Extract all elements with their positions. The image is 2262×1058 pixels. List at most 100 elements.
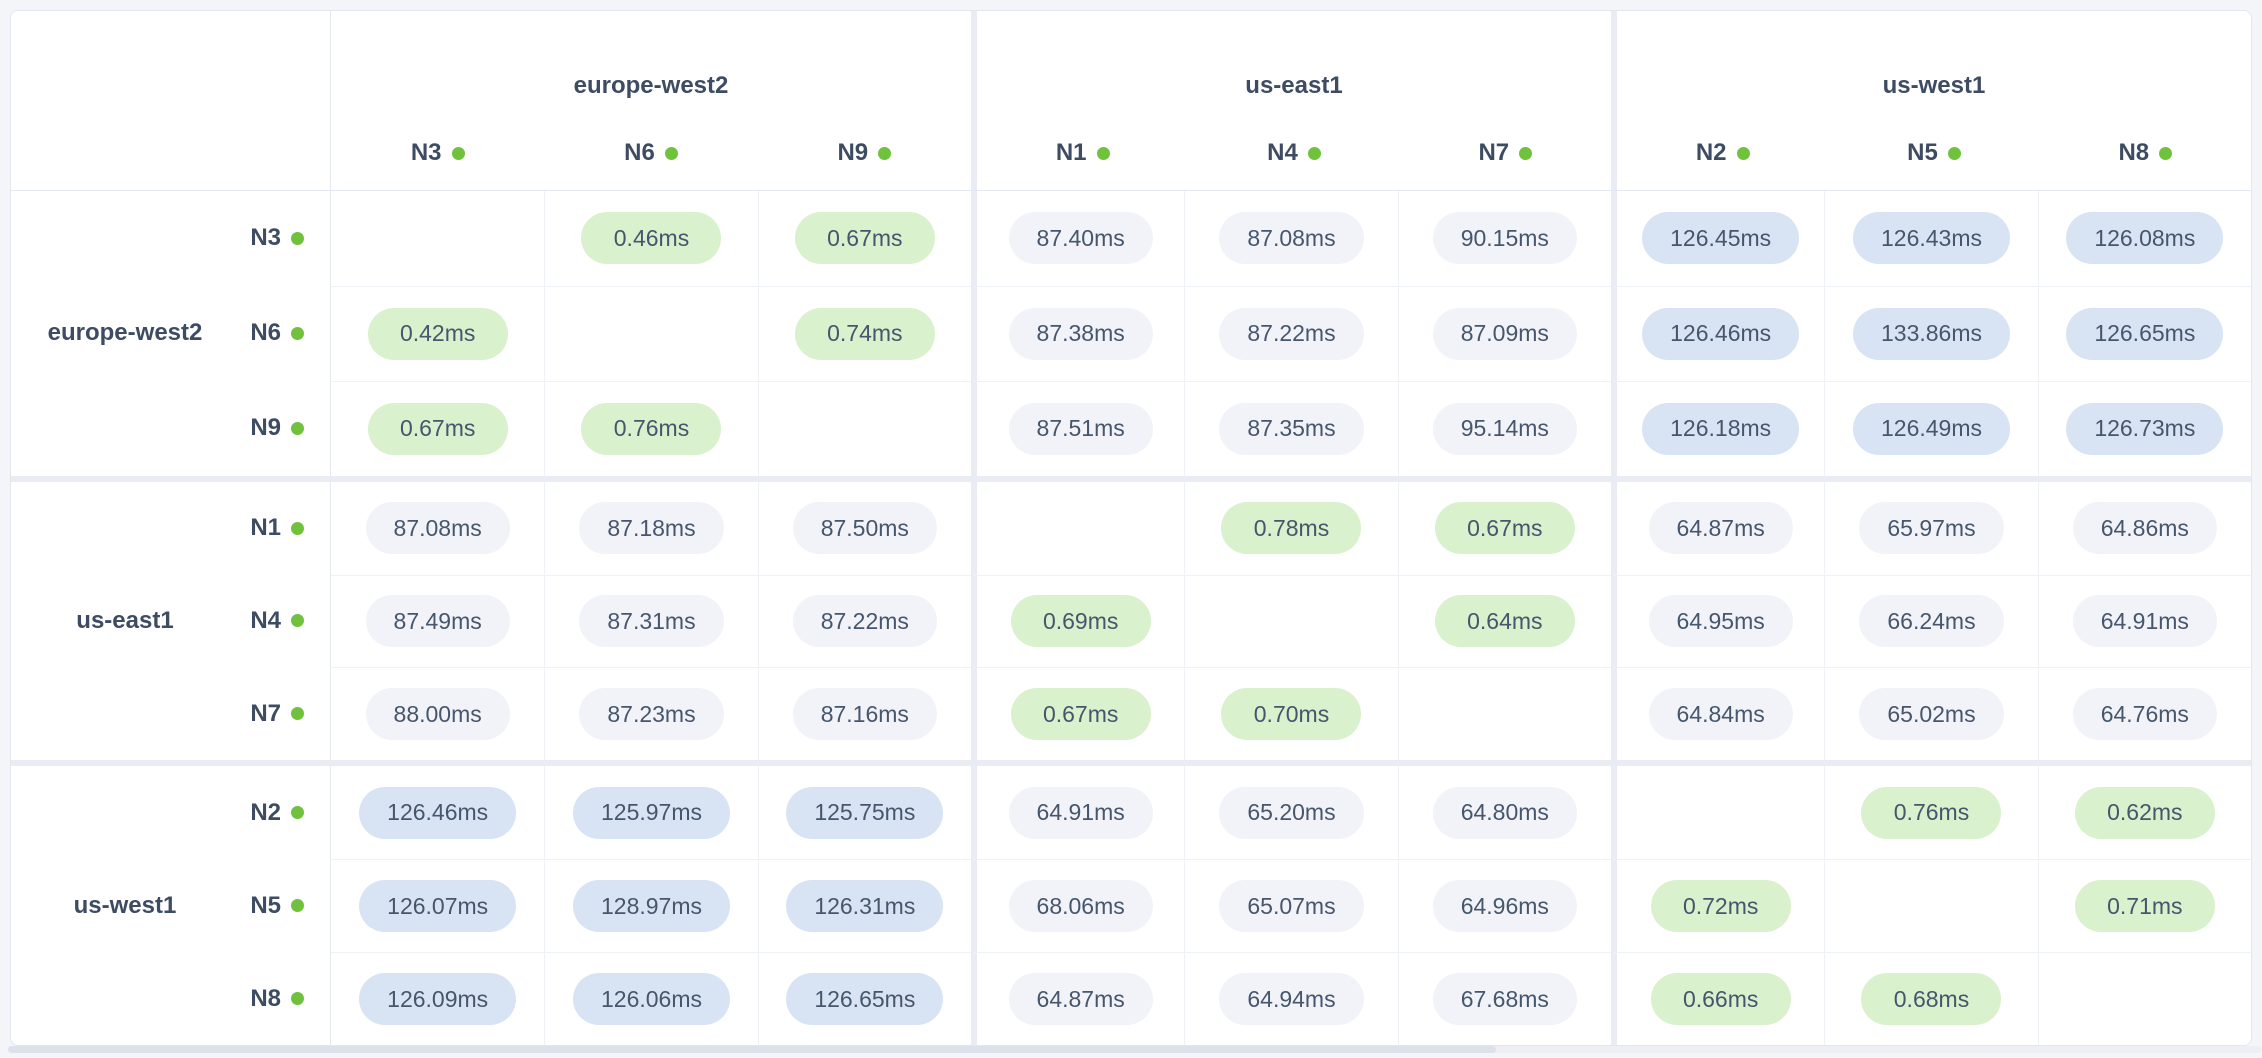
latency-pill: 126.18ms <box>1642 402 1800 455</box>
latency-cell: 0.78ms <box>1184 481 1397 575</box>
latency-cell: 126.07ms <box>331 859 545 952</box>
node-status-dot-icon <box>878 146 892 160</box>
node-status-dot-icon <box>1736 146 1750 160</box>
latency-pill: 90.15ms <box>1432 212 1577 265</box>
latency-pill: 87.38ms <box>1008 307 1153 360</box>
latency-cell: 0.72ms <box>1610 859 1825 953</box>
row-node-header: N3 <box>250 224 304 252</box>
latency-cell: 95.14ms <box>1397 380 1611 476</box>
row-node-header: N9 <box>250 414 304 442</box>
row-node-label: N1 <box>250 514 281 542</box>
latency-pill: 67.68ms <box>1432 973 1577 1026</box>
latency-cell: 87.23ms <box>544 667 758 761</box>
region-row-group: N2 126.46ms 125.97ms 125.75ms 64.91ms 65.20ms… <box>11 760 2251 1045</box>
latency-cell: 65.07ms <box>1184 859 1398 953</box>
latency-cell: 0.42ms <box>331 285 545 381</box>
latency-cell: 0.71ms <box>2037 859 2251 953</box>
latency-cell: 64.76ms <box>2037 667 2251 761</box>
column-node-header: N3 <box>331 116 544 190</box>
latency-cell: 126.18ms <box>1610 380 1825 476</box>
latency-pill: 87.22ms <box>1219 307 1364 360</box>
latency-pill: 126.08ms <box>2066 212 2224 265</box>
node-status-dot-icon <box>2159 146 2173 160</box>
latency-cell: 126.65ms <box>757 952 971 1045</box>
latency-cell: 126.43ms <box>1824 191 2037 286</box>
row-node-header: N6 <box>250 319 304 347</box>
latency-pill: 0.64ms <box>1434 595 1575 648</box>
latency-cell: 68.06ms <box>970 859 1185 953</box>
latency-cell: 64.84ms <box>1610 667 1825 761</box>
column-node-header: N5 <box>1828 116 2039 190</box>
latency-pill: 126.45ms <box>1642 212 1800 265</box>
latency-cell: 87.35ms <box>1184 380 1398 476</box>
latency-pill: 87.18ms <box>579 502 724 555</box>
latency-cell: 0.68ms <box>1824 952 2038 1045</box>
column-node-label: N9 <box>837 139 869 166</box>
column-node-header: N7 <box>1400 116 1611 190</box>
latency-cell: 64.80ms <box>1397 766 1611 860</box>
latency-pill: 64.76ms <box>2072 688 2217 741</box>
latency-pill: 126.06ms <box>572 973 730 1026</box>
latency-pill: 0.78ms <box>1221 502 1362 555</box>
row-node-label: N4 <box>250 606 281 634</box>
column-node-row: N3 N6 N9 <box>331 116 971 190</box>
latency-cell: 87.22ms <box>1184 285 1398 381</box>
latency-cell: 0.62ms <box>2037 766 2251 860</box>
latency-pill: 0.67ms <box>367 402 508 455</box>
node-status-dot-icon <box>1519 146 1533 160</box>
column-group-header: europe-west2 N3 N6 N9 <box>331 11 971 190</box>
latency-pill: 87.23ms <box>579 688 724 741</box>
latency-cell: 66.24ms <box>1824 574 2038 668</box>
latency-pill: 126.43ms <box>1852 212 2010 265</box>
latency-cell: 87.08ms <box>1184 191 1397 286</box>
node-status-dot-icon <box>1947 146 1961 160</box>
column-node-header: N8 <box>2040 116 2251 190</box>
latency-cell: 0.64ms <box>1397 574 1611 668</box>
horizontal-scrollbar-track <box>8 1046 2262 1053</box>
node-status-dot-icon <box>451 146 465 160</box>
node-status-dot-icon <box>291 707 304 721</box>
latency-cell: 0.76ms <box>1824 766 2037 860</box>
column-group-header: us-west1 N2 N5 N8 <box>1611 11 2251 190</box>
latency-cell: 65.02ms <box>1824 667 2038 761</box>
latency-pill: 88.00ms <box>365 688 510 741</box>
horizontal-scrollbar-thumb[interactable] <box>8 1046 1496 1053</box>
row-node-header: N8 <box>250 985 304 1013</box>
latency-cell-self <box>757 380 971 476</box>
row-node-label: N5 <box>250 891 281 919</box>
latency-pill: 0.67ms <box>1434 502 1575 555</box>
row-node-label: N6 <box>250 319 281 347</box>
latency-cell: 126.46ms <box>331 766 544 859</box>
row-node-label: N3 <box>250 224 281 252</box>
row-node-label: N7 <box>250 699 281 727</box>
row-node-label: N8 <box>250 984 281 1012</box>
row-header: N1 <box>11 481 331 575</box>
latency-cell: 64.91ms <box>970 766 1184 860</box>
matrix-body: N3 0.46ms 0.67ms 87.40ms 87.08ms 90.15ms 126.4… <box>11 191 2251 1045</box>
latency-pill: 0.42ms <box>367 307 508 360</box>
node-status-dot-icon <box>291 614 304 628</box>
latency-cell: 87.16ms <box>757 667 971 761</box>
latency-cell: 64.87ms <box>1610 481 1824 575</box>
column-node-label: N2 <box>1695 139 1727 166</box>
latency-cell: 0.70ms <box>1184 667 1398 761</box>
column-node-header: N2 <box>1617 116 1828 190</box>
latency-cell: 0.67ms <box>1397 481 1611 575</box>
latency-pill: 87.35ms <box>1219 402 1364 455</box>
column-node-header: N4 <box>1188 116 1399 190</box>
column-node-header: N6 <box>544 116 757 190</box>
row-node-header: N4 <box>250 607 304 635</box>
latency-pill: 64.94ms <box>1219 973 1364 1026</box>
latency-cell: 87.40ms <box>970 191 1184 286</box>
latency-cell: 126.45ms <box>1610 191 1824 286</box>
latency-cell: 64.87ms <box>970 952 1185 1045</box>
latency-pill: 126.46ms <box>359 786 517 839</box>
node-status-dot-icon <box>291 231 304 245</box>
node-status-dot-icon <box>291 421 304 435</box>
row-header: N3 <box>11 191 331 286</box>
latency-pill: 125.75ms <box>786 786 944 839</box>
region-row-group: N1 87.08ms 87.18ms 87.50ms 0.78ms 0.67ms 64.87… <box>11 475 2251 761</box>
latency-pill: 125.97ms <box>572 786 730 839</box>
latency-cell: 87.22ms <box>757 574 971 668</box>
latency-pill: 0.66ms <box>1650 973 1791 1026</box>
